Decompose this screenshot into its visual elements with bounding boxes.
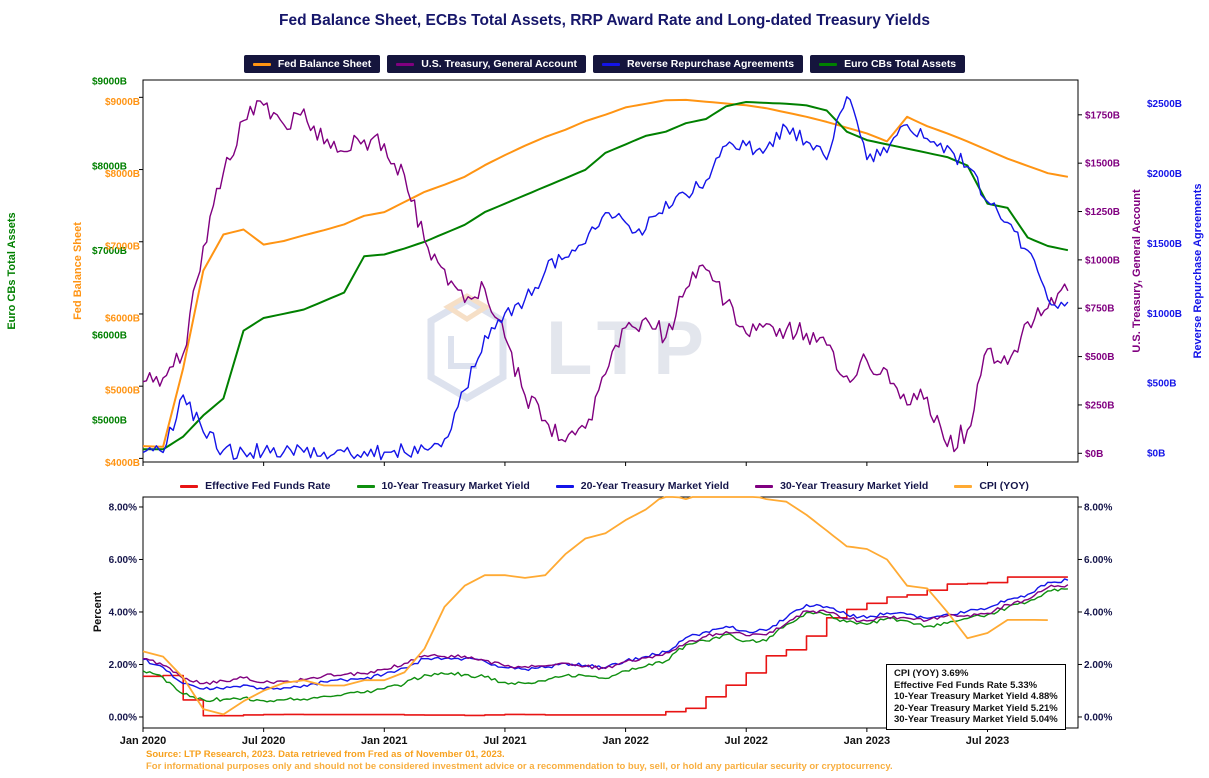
fed-tick-label: $6000B: [105, 313, 140, 324]
legend-label: 10-Year Treasury Market Yield: [381, 480, 530, 492]
axis-title-euro-cbs-total-assets: Euro CBs Total Assets: [6, 212, 18, 330]
series-euro-cbs-total-assets: [143, 101, 1069, 451]
tga-tick-label: $1250B: [1085, 207, 1120, 218]
legend-label: Fed Balance Sheet: [277, 58, 372, 70]
series-cpi-yoy-: [142, 496, 1048, 716]
annotation-box: CPI (YOY) 3.69% Effective Fed Funds Rate …: [886, 664, 1066, 730]
pctR-tick-label: 2.00%: [1084, 660, 1112, 671]
legend-swatch: [555, 484, 574, 488]
x-tick-label: Jul 2021: [483, 735, 526, 747]
tga-tick-label: $750B: [1085, 304, 1114, 315]
euro-tick-label: $5000B: [92, 415, 127, 426]
rrp-tick-label: $2500B: [1147, 99, 1182, 110]
pctL-tick-label: 4.00%: [109, 607, 137, 618]
annotation-line: CPI (YOY) 3.69%: [894, 668, 969, 679]
legend-label: U.S. Treasury, General Account: [421, 58, 578, 70]
tga-tick-label: $1500B: [1085, 159, 1120, 170]
fed-tick-label: $8000B: [105, 169, 140, 180]
tga-tick-label: $1750B: [1085, 110, 1120, 121]
pctL-tick-label: 8.00%: [109, 502, 137, 513]
legend-swatch: [356, 484, 375, 488]
footer: Source: LTP Research, 2023. Data retriev…: [146, 749, 1196, 772]
legend-item: Effective Fed Funds Rate: [180, 480, 331, 492]
legend-item: 20-Year Treasury Market Yield: [555, 480, 730, 492]
pctR-tick-label: 6.00%: [1084, 555, 1112, 566]
x-tick-label: Jan 2020: [120, 735, 166, 747]
legend-swatch: [396, 62, 415, 66]
rrp-tick-label: $1000B: [1147, 309, 1182, 320]
series-10-year-treasury-market-yield: [142, 588, 1068, 703]
plot-frame: [142, 496, 1079, 729]
rrp-tick-label: $0B: [1147, 448, 1165, 459]
legend-item: 10-Year Treasury Market Yield: [356, 480, 530, 492]
legend-swatch: [180, 484, 199, 488]
pctL-tick-label: 0.00%: [109, 712, 137, 723]
annotation-line: 30-Year Treasury Market Yield 5.04%: [894, 714, 1058, 725]
series-reverse-repurchase-agreements: [142, 96, 1069, 461]
x-tick-label: Jan 2022: [602, 735, 648, 747]
plot-frame: [142, 79, 1079, 463]
x-tick-label: Jul 2020: [242, 735, 285, 747]
legend-item: CPI (YOY): [954, 480, 1029, 492]
fed-tick-label: $4000B: [105, 458, 140, 469]
legend-item: Euro CBs Total Assets: [810, 55, 966, 73]
legend-item: Reverse Repurchase Agreements: [593, 55, 804, 73]
legend-swatch: [819, 62, 838, 66]
axis-title-us-treasury-general-account: U.S. Treasury, General Account: [1131, 189, 1143, 353]
rrp-tick-label: $2000B: [1147, 169, 1182, 180]
fed-tick-label: $7000B: [105, 241, 140, 252]
tga-tick-label: $1000B: [1085, 255, 1120, 266]
pctR-tick-label: 4.00%: [1084, 607, 1112, 618]
rrp-tick-label: $1500B: [1147, 239, 1182, 250]
series-u-s-treasury-general-account: [142, 100, 1069, 453]
axis-title-fed-balance-sheet: Fed Balance Sheet: [72, 222, 84, 320]
x-tick-label: Jan 2023: [844, 735, 890, 747]
pctR-tick-label: 0.00%: [1084, 712, 1112, 723]
annotation-line: 20-Year Treasury Market Yield 5.21%: [894, 702, 1058, 714]
legend-label: 20-Year Treasury Market Yield: [580, 480, 730, 492]
pctR-tick-label: 8.00%: [1084, 502, 1112, 513]
series-fed-balance-sheet: [142, 98, 1069, 448]
euro-tick-label: $8000B: [92, 161, 127, 172]
euro-tick-label: $9000B: [92, 77, 127, 88]
legend-label: Euro CBs Total Assets: [844, 58, 957, 70]
legend-item: 30-Year Treasury Market Yield: [755, 480, 928, 492]
legend-top: Fed Balance Sheet U.S. Treasury, General …: [0, 55, 1209, 73]
axis-title-percent: Percent: [92, 591, 104, 633]
x-tick-label: Jan 2021: [361, 735, 407, 747]
axis-title-reverse-repurchase-agreements: Reverse Repurchase Agreements: [1192, 183, 1204, 359]
x-tick-label: Jul 2022: [725, 735, 768, 747]
pctL-tick-label: 2.00%: [109, 660, 137, 671]
series-effective-fed-funds-rate: [143, 576, 1068, 717]
pctL-tick-label: 6.00%: [109, 555, 137, 566]
legend-swatch: [954, 484, 973, 488]
tga-tick-label: $250B: [1085, 400, 1114, 411]
legend-swatch: [602, 62, 621, 66]
footer-disclaimer-line: For informational purposes only and shou…: [146, 760, 893, 772]
legend-item: Fed Balance Sheet: [243, 55, 381, 73]
page-title: Fed Balance Sheet, ECBs Total Assets, RR…: [279, 12, 930, 29]
annotation-line: 10-Year Treasury Market Yield 4.88%: [894, 691, 1058, 702]
footer-source-line: Source: LTP Research, 2023. Data retriev…: [146, 749, 505, 760]
rrp-tick-label: $500B: [1147, 379, 1176, 390]
legend-swatch: [252, 62, 271, 66]
legend-label: 30-Year Treasury Market Yield: [780, 480, 929, 492]
tga-tick-label: $0B: [1085, 449, 1103, 460]
fed-tick-label: $9000B: [105, 97, 140, 108]
legend-item: U.S. Treasury, General Account: [387, 55, 587, 73]
legend-label: Effective Fed Funds Rate: [205, 480, 331, 492]
euro-tick-label: $7000B: [92, 246, 127, 257]
legend-label: Reverse Repurchase Agreements: [627, 58, 795, 70]
tga-tick-label: $500B: [1085, 352, 1114, 363]
legend-label: CPI (YOY): [979, 480, 1029, 492]
fed-tick-label: $5000B: [105, 386, 140, 397]
legend-swatch: [755, 484, 774, 488]
legend-bottom: Effective Fed Funds Rate 10-Year Treasury…: [0, 480, 1209, 492]
x-tick-label: Jul 2023: [966, 735, 1009, 747]
euro-tick-label: $6000B: [92, 331, 127, 342]
annotation-line: Effective Fed Funds Rate 5.33%: [894, 679, 1038, 691]
